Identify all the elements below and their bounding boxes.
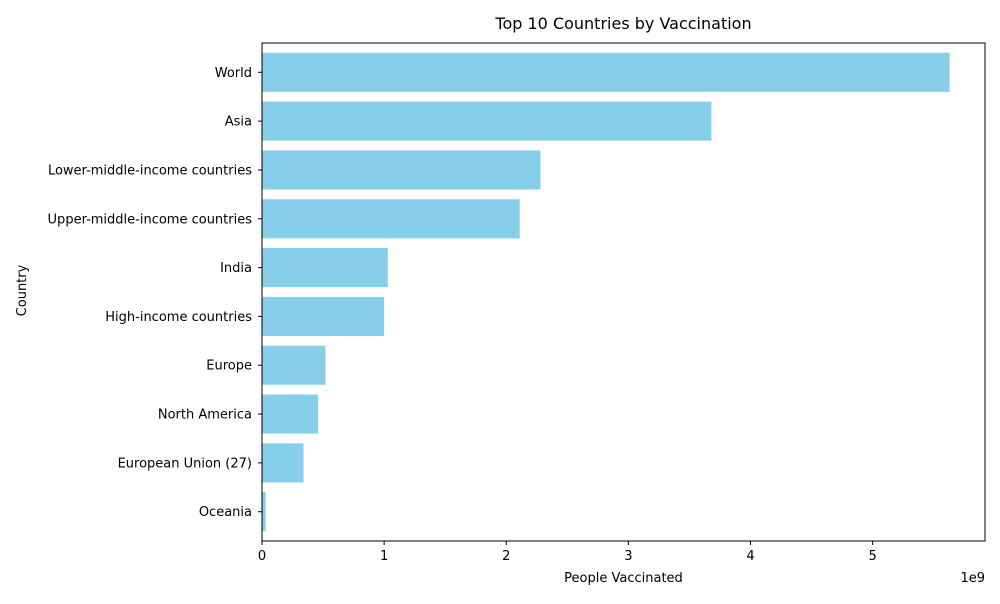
y-tick-label: Lower-middle-income countries [48,163,252,178]
bar-asia [262,101,712,141]
x-tick-label: 1 [380,549,388,564]
plot-frame [261,42,986,542]
y-tick-label: World [215,66,252,81]
bar-india [262,248,388,288]
x-tick-label: 3 [624,549,632,564]
y-tick-label: European Union (27) [118,456,252,471]
y-tick-label: North America [158,408,252,423]
chart-title: Top 10 Countries by Vaccination [494,14,751,33]
y-tick-label: Oceania [199,505,252,520]
bar-lower-middle-income-countries [262,150,541,190]
y-tick-label: Asia [225,115,252,130]
bar-world [262,52,950,92]
x-axis-offset-label: 1e9 [960,571,985,586]
bar-oceania [262,492,266,532]
y-tick-label: Europe [206,359,252,374]
x-tick-label: 0 [258,549,266,564]
axes-layer: World Asia Lower-middle-income countries Up… [48,42,986,564]
x-tick-label: 5 [869,549,877,564]
x-tick-label: 2 [502,549,510,564]
bar-high-income-countries [262,296,385,336]
bars-layer [262,52,950,532]
y-tick-label: High-income countries [105,310,252,325]
x-axis-label: People Vaccinated [564,571,683,586]
y-tick-label: India [220,261,252,276]
y-axis-label: Country [15,264,30,316]
bar-north-america [262,394,319,434]
x-tick-label: 4 [746,549,754,564]
bar-upper-middle-income-countries [262,199,520,239]
bar-europe [262,345,326,385]
y-tick-label: Upper-middle-income countries [48,212,253,227]
bar-european-union-27 [262,443,304,483]
